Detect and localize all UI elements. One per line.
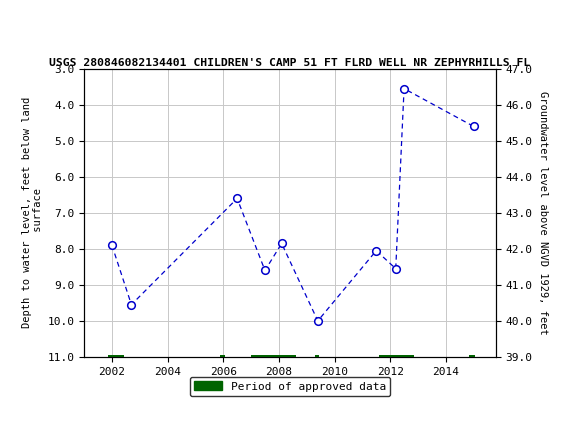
Bar bbox=[5, 3, 63, 42]
Bar bbox=[220, 355, 224, 359]
Text: USGS 280846082134401 CHILDREN'S CAMP 51 FT FLRD WELL NR ZEPHYRHILLS FL: USGS 280846082134401 CHILDREN'S CAMP 51 … bbox=[49, 58, 531, 68]
Y-axis label: Groundwater level above NGVD 1929, feet: Groundwater level above NGVD 1929, feet bbox=[538, 91, 548, 335]
Bar bbox=[469, 355, 475, 359]
Bar bbox=[251, 355, 296, 359]
Text: USGS: USGS bbox=[67, 14, 122, 31]
Bar bbox=[108, 355, 125, 359]
Legend: Period of approved data: Period of approved data bbox=[190, 377, 390, 396]
Y-axis label: Depth to water level, feet below land
 surface: Depth to water level, feet below land su… bbox=[21, 97, 44, 329]
Bar bbox=[315, 355, 319, 359]
Bar bbox=[379, 355, 414, 359]
